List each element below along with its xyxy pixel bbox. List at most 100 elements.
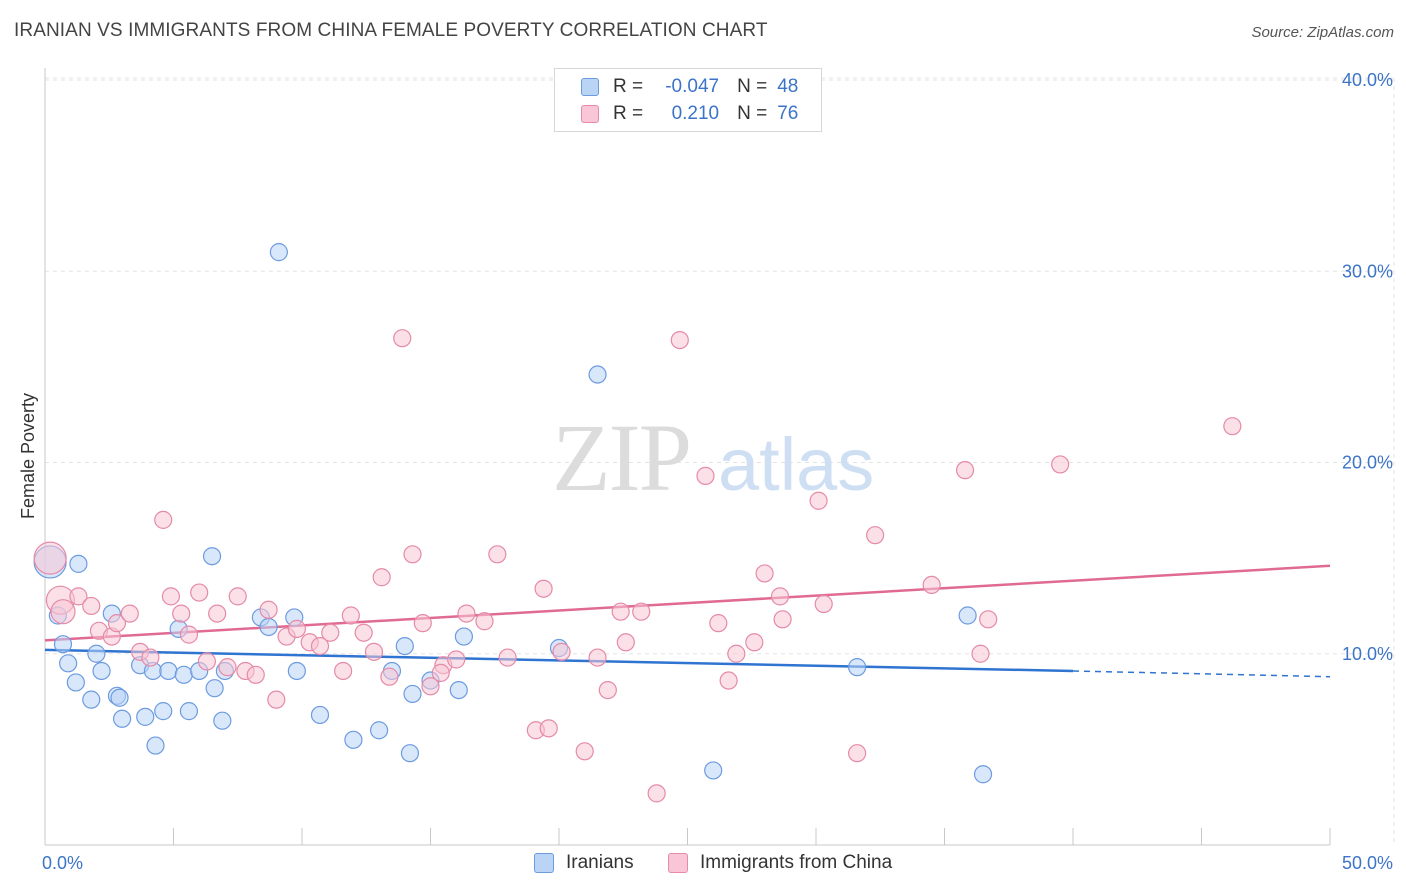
legend-swatch-china <box>668 853 688 873</box>
china-point <box>588 648 607 667</box>
iranians-point <box>59 654 78 673</box>
china-point <box>575 742 594 761</box>
y-tick-label: 20.0% <box>1342 453 1393 473</box>
iranians-point <box>213 711 232 730</box>
iranians-point <box>87 644 106 663</box>
china-point <box>709 614 728 633</box>
china-point <box>632 602 651 621</box>
china-point <box>534 579 553 598</box>
china-point <box>431 663 450 682</box>
china-point <box>334 661 353 681</box>
watermark-zip: ZIP <box>552 404 690 511</box>
china-point <box>120 604 139 623</box>
china-point <box>488 545 507 564</box>
iranians-point <box>112 709 132 728</box>
legend-item-china[interactable]: Immigrants from China <box>668 852 892 874</box>
iranians-point <box>159 661 178 681</box>
legend-label-iranians: Iranians <box>566 852 634 873</box>
china-point <box>179 625 199 644</box>
china-point <box>107 614 127 633</box>
china-point <box>447 650 466 669</box>
legend-swatch-iranians <box>534 853 554 873</box>
china-point <box>172 604 191 623</box>
china-point <box>745 633 764 652</box>
china-point <box>809 491 828 510</box>
iranians-point <box>174 665 193 684</box>
legend-label-china: Immigrants from China <box>700 852 893 873</box>
iranians-point <box>449 680 468 700</box>
china-point <box>197 652 217 671</box>
china-point <box>246 665 265 684</box>
iranians-point <box>344 730 363 749</box>
china-point <box>208 604 227 623</box>
series-legend: Iranians Immigrants from China <box>0 852 1406 876</box>
china-point <box>773 610 792 629</box>
china-point <box>218 658 237 677</box>
legend-item-iranians[interactable]: Iranians <box>534 852 634 874</box>
china-point <box>393 329 412 348</box>
iranians-point <box>403 684 422 704</box>
watermark: ZIP atlas <box>552 404 874 511</box>
china-point <box>866 526 885 545</box>
legend-swatch-iranians <box>581 78 599 96</box>
china-point <box>69 587 88 606</box>
china-point <box>971 644 990 663</box>
china-point <box>421 677 440 696</box>
china-point <box>727 644 746 663</box>
china-point <box>321 623 340 642</box>
china-point <box>922 575 941 595</box>
china-point <box>848 744 867 763</box>
y-tick-label: 10.0% <box>1342 644 1393 664</box>
iranians-point <box>110 688 129 707</box>
china-point <box>82 596 101 616</box>
iranians-point <box>454 627 474 646</box>
iranians-point <box>848 658 867 677</box>
legend-swatch-china <box>581 105 599 123</box>
china-point <box>413 614 432 633</box>
china-point <box>50 599 76 625</box>
china-point <box>616 633 635 652</box>
iranians-point <box>179 702 199 721</box>
china-point <box>539 719 558 738</box>
iranians-point <box>202 547 222 566</box>
china-point <box>259 600 278 619</box>
tick-labels: 10.0% 20.0% 30.0% 40.0% 0.0% 50.0% <box>42 70 1393 873</box>
iranians-point <box>973 765 993 784</box>
iranians-point <box>53 635 73 654</box>
china-point <box>354 623 373 642</box>
china-point <box>457 604 476 623</box>
china-trendline <box>44 564 1331 642</box>
china-point <box>955 461 975 480</box>
iranians-point <box>310 705 330 725</box>
china-point <box>33 541 67 575</box>
legend-r-label: R = <box>613 103 644 124</box>
iranians-point <box>704 761 723 780</box>
axes <box>44 68 1331 846</box>
china-point <box>310 636 330 656</box>
legend-r-label: R = <box>613 76 644 97</box>
china-point <box>647 784 666 803</box>
china-point <box>190 583 209 602</box>
y-tick-label: 40.0% <box>1342 70 1393 90</box>
x-tick-label: 0.0% <box>42 853 83 873</box>
china-point <box>598 680 617 700</box>
correlation-legend: R = -0.047 N = 48 R = 0.210 N = 76 <box>554 68 822 132</box>
iranians-point <box>287 661 306 681</box>
china-point <box>552 642 571 661</box>
china-point <box>1051 455 1070 474</box>
iranians-point <box>395 636 414 656</box>
china-point <box>670 331 689 350</box>
iranians-point <box>205 679 224 698</box>
y-axis-label: Female Poverty <box>18 393 38 519</box>
chart-title: IRANIAN VS IMMIGRANTS FROM CHINA FEMALE … <box>14 20 768 41</box>
legend-n-label: N = <box>737 76 768 97</box>
iranians-point <box>69 554 88 573</box>
legend-r-value: 0.210 <box>671 103 720 124</box>
china-point <box>770 587 790 606</box>
iranians-point <box>66 673 85 692</box>
china-point <box>154 510 173 529</box>
iranians-point <box>370 721 389 740</box>
legend-r-value: -0.047 <box>665 76 720 97</box>
china-point <box>267 690 286 709</box>
